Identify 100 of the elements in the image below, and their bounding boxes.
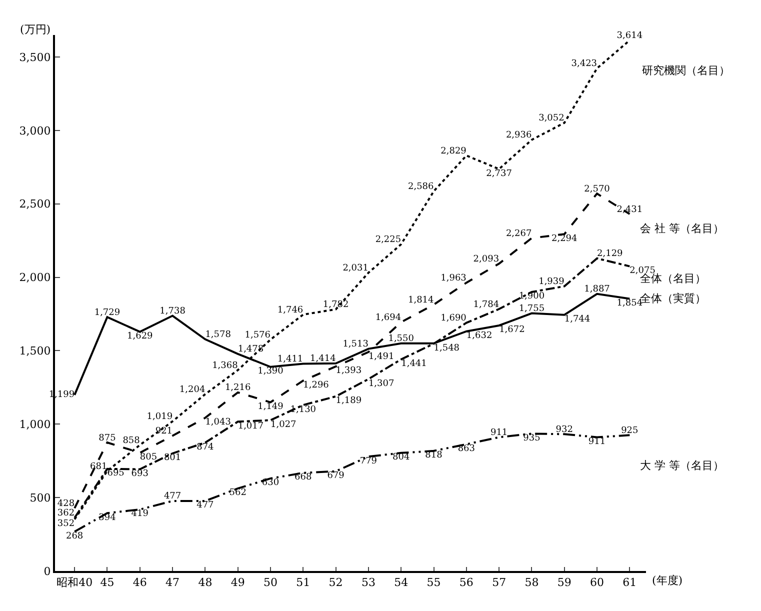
data-label: 3,423 [571,59,598,70]
x-tick-label: 47 [166,576,180,590]
y-tick-label: 1,500 [19,344,51,358]
data-label: 2,829 [440,146,467,156]
text: 研究機関（名目） [642,64,730,77]
data-label: 1,729 [94,308,120,318]
data-label: 1,576 [244,330,271,340]
data-label: 1,744 [564,314,590,325]
data-label: 352 [57,519,75,530]
data-label: 1,854 [616,298,643,308]
data-label: 1,814 [408,295,434,306]
data-label: 477 [196,500,214,511]
data-label: 1,738 [160,306,186,317]
data-label: 1,130 [290,404,316,415]
x-tick-label: 56 [459,576,474,590]
data-label: 1,550 [388,334,414,344]
data-label: 2,267 [506,228,532,239]
x-tick-label: 55 [426,576,441,590]
data-label: 268 [66,531,84,542]
data-label: 362 [57,508,75,519]
y-tick-label: 3,500 [19,50,51,64]
data-label: 477 [164,492,182,502]
data-label: 1,017 [238,421,264,432]
data-label: 1,513 [342,340,369,350]
y-tick-label: 0 [44,564,51,578]
data-label: 858 [122,436,140,446]
series-label: 会 社 等（名目） [640,222,724,235]
data-label: 1,694 [375,312,402,323]
text: 大 学 等（名目） [640,459,724,472]
data-label: 1,784 [473,300,500,310]
y-tick-label: 2,500 [19,198,51,211]
data-label: 932 [556,424,573,435]
data-label: 1,629 [127,332,154,342]
data-label: 921 [155,426,173,436]
data-label: 1,441 [401,359,427,370]
data-label: 779 [360,456,378,466]
data-label: 1,548 [434,343,460,354]
data-label: 2,225 [375,235,402,246]
data-label: 1,939 [538,277,565,288]
data-label: 3,614 [616,31,643,42]
y-tick-label: 2,000 [19,271,51,284]
x-tick-label: 53 [361,576,376,590]
data-label: 2,586 [408,182,434,192]
data-label: 1,204 [179,384,206,395]
data-label: 1,690 [440,314,467,324]
x-tick-label: 52 [328,576,343,590]
data-label: 1,746 [277,305,304,316]
data-label: 1,491 [368,352,394,362]
x-tick-label: 58 [524,576,539,590]
y-axis-title: (万円) [20,23,51,36]
data-label: 2,294 [551,234,578,244]
data-label: 1,307 [368,378,394,389]
data-label: 805 [140,452,158,463]
data-label: 874 [196,442,214,452]
data-label: 1,414 [310,354,336,364]
data-label: 1,672 [499,325,525,336]
data-label: 428 [57,498,75,509]
data-label: 1,019 [146,412,173,422]
x-tick-label: 60 [590,576,604,590]
data-label: 2,093 [473,254,500,264]
x-tick-label: 45 [100,576,114,590]
data-label: 2,936 [506,130,532,141]
data-label: 1,043 [205,418,232,428]
data-label: 911 [588,436,606,447]
data-label: 2,031 [342,264,368,274]
y-tick-label: 3,000 [19,124,51,138]
data-label: 1,632 [466,331,492,342]
data-label: 1,755 [518,304,545,314]
data-label: 1,149 [258,402,284,412]
x-tick-label: 46 [132,576,147,590]
x-tick-label: 49 [230,576,245,590]
data-label: 2,570 [584,184,610,194]
data-label: 1,189 [336,396,362,406]
x-tick-label: 54 [394,576,408,590]
data-label: 1,782 [322,300,349,310]
x-tick-label: 59 [557,576,572,590]
data-label: 1,027 [270,420,297,430]
data-label: 2,737 [486,168,512,179]
data-label: 1,478 [238,344,264,355]
x-tick-label: 昭和40 [56,576,93,590]
data-label: 3,052 [538,114,564,124]
x-tick-label: 48 [198,576,212,590]
data-label: 1,393 [336,366,362,376]
data-label: 681 [90,462,108,472]
data-label: 875 [98,433,116,444]
x-axis-title: (年度) [652,574,683,587]
x-tick-label: 57 [492,576,506,590]
data-label: 679 [327,471,345,482]
data-label: 911 [490,428,508,438]
data-label: 1,216 [224,383,252,394]
data-label: 1,390 [258,366,284,377]
data-label: 1,411 [277,354,304,365]
x-tick-label: 61 [622,576,637,590]
data-label: 1,296 [303,380,330,390]
y-tick-label: 1,000 [19,418,51,431]
data-label: 1,368 [212,360,238,371]
data-label: 1,578 [205,330,232,340]
y-tick-label: 500 [30,491,51,504]
data-label: 1,887 [584,284,610,295]
data-label: 2,129 [597,249,624,260]
